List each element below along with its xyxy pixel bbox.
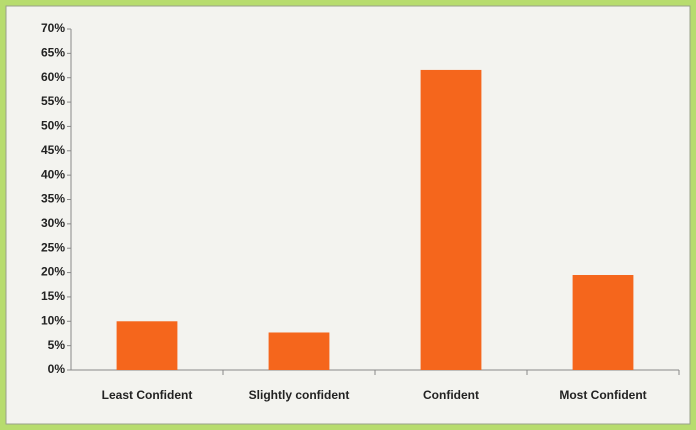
y-tick-label: 20% — [41, 265, 65, 279]
x-tick-label: Least Confident — [102, 388, 193, 402]
x-tick-label: Slightly confident — [249, 388, 350, 402]
bar — [572, 275, 634, 370]
x-tick-label: Most Confident — [559, 388, 646, 402]
y-tick-label: 30% — [41, 216, 65, 230]
y-tick-label: 50% — [41, 119, 65, 133]
y-tick-label: 0% — [48, 362, 66, 376]
y-tick-label: 40% — [41, 167, 65, 181]
y-tick-label: 25% — [41, 240, 65, 254]
y-tick-label: 65% — [41, 46, 65, 60]
y-tick-label: 15% — [41, 289, 65, 303]
y-tick-label: 60% — [41, 70, 65, 84]
y-tick-label: 10% — [41, 313, 65, 327]
bar — [268, 332, 330, 370]
y-tick-label: 55% — [41, 94, 65, 108]
bar — [116, 321, 178, 370]
y-tick-label: 45% — [41, 143, 65, 157]
bar — [420, 69, 482, 371]
y-tick-label: 70% — [41, 21, 65, 35]
y-tick-label: 5% — [48, 338, 66, 352]
y-tick-label: 35% — [41, 192, 65, 206]
x-tick-label: Confident — [423, 388, 479, 402]
